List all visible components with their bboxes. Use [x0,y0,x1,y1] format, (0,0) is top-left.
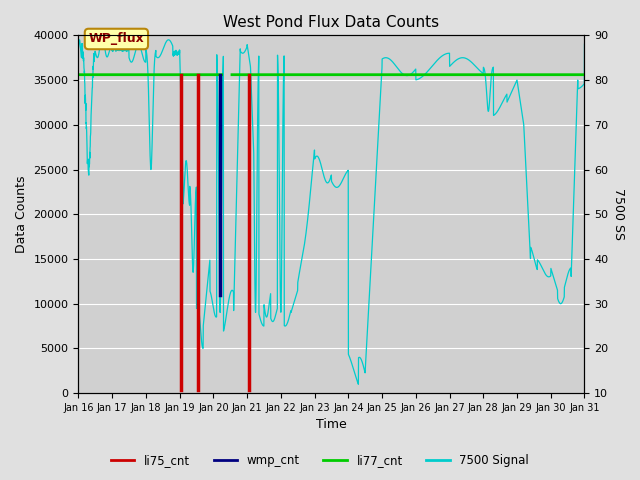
Y-axis label: 7500 SS: 7500 SS [612,188,625,240]
Legend: li75_cnt, wmp_cnt, li77_cnt, 7500 Signal: li75_cnt, wmp_cnt, li77_cnt, 7500 Signal [106,449,534,472]
Title: West Pond Flux Data Counts: West Pond Flux Data Counts [223,15,440,30]
X-axis label: Time: Time [316,419,347,432]
Y-axis label: Data Counts: Data Counts [15,176,28,253]
Text: WP_flux: WP_flux [88,33,144,46]
